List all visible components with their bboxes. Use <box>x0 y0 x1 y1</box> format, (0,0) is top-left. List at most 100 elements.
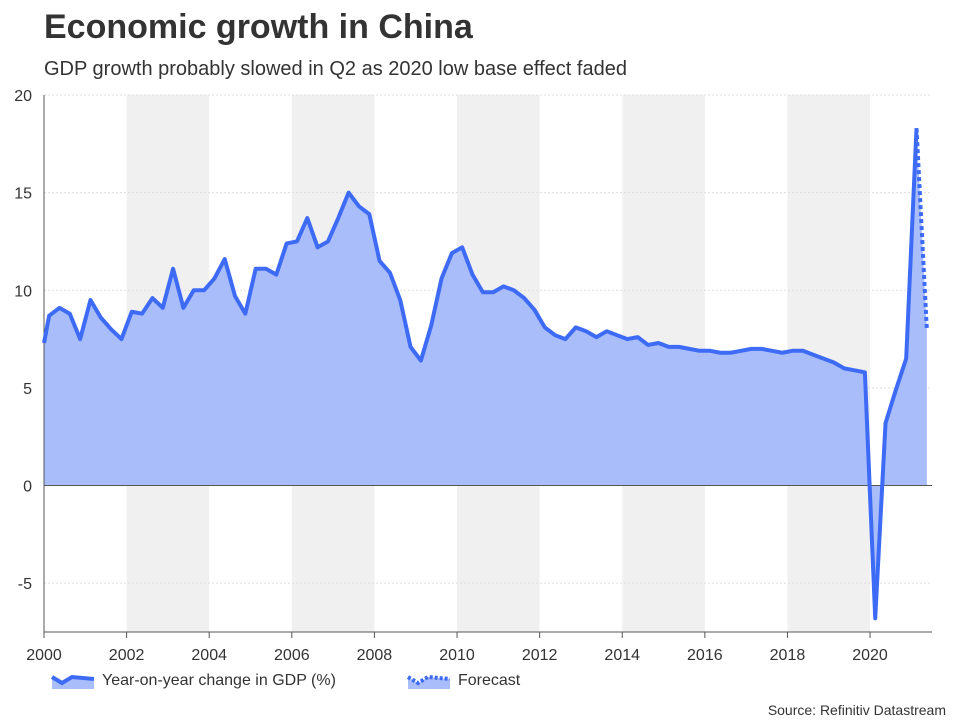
data-point <box>202 288 206 292</box>
data-point <box>450 251 454 255</box>
data-point <box>429 323 433 327</box>
data-point <box>698 349 702 353</box>
data-point <box>904 357 908 361</box>
data-point <box>760 347 764 351</box>
axes <box>43 95 932 638</box>
data-point <box>233 294 237 298</box>
data-point <box>811 353 815 357</box>
y-tick-label: -5 <box>18 576 32 593</box>
data-point <box>264 267 268 271</box>
data-point <box>78 337 82 341</box>
data-point <box>853 368 857 372</box>
legend-label-actual: Year-on-year change in GDP (%) <box>102 672 336 689</box>
data-point <box>357 204 361 208</box>
data-point <box>512 288 516 292</box>
legend-item-forecast: Forecast <box>406 671 520 691</box>
data-point <box>398 298 402 302</box>
data-point <box>894 388 898 392</box>
legend-label-forecast: Forecast <box>458 672 521 689</box>
data-point <box>68 312 72 316</box>
data-point <box>791 349 795 353</box>
data-point <box>491 290 495 294</box>
data-point <box>223 257 227 261</box>
data-point <box>47 314 51 318</box>
legend-swatch-forecast <box>406 674 451 689</box>
data-point <box>305 216 309 220</box>
y-tick-label: 15 <box>14 186 32 203</box>
data-point <box>605 329 609 333</box>
legend-swatch-line <box>50 674 95 686</box>
area-path <box>44 128 927 619</box>
data-point <box>739 349 743 353</box>
data-point <box>667 345 671 349</box>
data-point <box>553 333 557 337</box>
data-point <box>646 343 650 347</box>
data-point <box>718 351 722 355</box>
x-tick-label: 2006 <box>274 647 310 664</box>
data-point <box>99 316 103 320</box>
legend-swatch-forecast-line <box>406 674 451 686</box>
data-point <box>801 349 805 353</box>
data-point <box>109 327 113 331</box>
data-point <box>171 267 175 271</box>
data-point <box>915 126 919 130</box>
gdp-line <box>42 128 919 621</box>
legend-item-actual: Year-on-year change in GDP (%) <box>50 671 336 691</box>
data-point <box>873 616 877 620</box>
data-point <box>295 239 299 243</box>
data-point <box>285 241 289 245</box>
x-tick-label: 2012 <box>522 647 558 664</box>
data-point <box>42 341 46 345</box>
data-point <box>832 361 836 365</box>
data-point <box>388 271 392 275</box>
data-point <box>316 245 320 249</box>
x-tick-label: 2020 <box>852 647 888 664</box>
data-point <box>347 191 351 195</box>
data-point <box>243 312 247 316</box>
legend-swatch-actual <box>50 674 95 689</box>
data-point <box>119 337 123 341</box>
data-point <box>378 259 382 263</box>
data-point <box>594 335 598 339</box>
data-point <box>656 341 660 345</box>
data-point <box>140 312 144 316</box>
x-tick-label: 2004 <box>191 647 227 664</box>
data-point <box>367 212 371 216</box>
data-point <box>543 325 547 329</box>
forecast-point <box>925 327 929 331</box>
data-point <box>150 296 154 300</box>
chart-title: Economic growth in China <box>44 8 473 46</box>
x-tick-label: 2000 <box>26 647 62 664</box>
data-point <box>729 351 733 355</box>
data-point <box>181 306 185 310</box>
data-point <box>212 277 216 281</box>
data-point <box>780 351 784 355</box>
source-note: Source: Refinitiv Datastream <box>767 702 946 718</box>
series-lines <box>42 128 929 621</box>
y-tick-label: 20 <box>14 88 32 105</box>
data-point <box>274 273 278 277</box>
data-point <box>863 370 867 374</box>
tick-labels: -5 0 5 10 15 20 2000 2002 2004 2006 2008 2010 2012 20… <box>14 88 888 664</box>
x-tick-label: 2002 <box>109 647 145 664</box>
data-point <box>770 349 774 353</box>
x-tick-label: 2010 <box>439 647 475 664</box>
x-tick-label: 2014 <box>604 647 640 664</box>
data-point <box>822 357 826 361</box>
data-point <box>563 337 567 341</box>
data-point <box>677 345 681 349</box>
x-tick-label: 2018 <box>770 647 806 664</box>
data-point <box>419 359 423 363</box>
data-point <box>460 245 464 249</box>
data-point <box>708 349 712 353</box>
data-point <box>532 308 536 312</box>
area-fill <box>44 128 927 619</box>
data-point <box>574 325 578 329</box>
data-point <box>481 290 485 294</box>
data-point <box>336 216 340 220</box>
data-point <box>687 347 691 351</box>
data-point <box>522 296 526 300</box>
data-point <box>884 421 888 425</box>
data-point <box>749 347 753 351</box>
